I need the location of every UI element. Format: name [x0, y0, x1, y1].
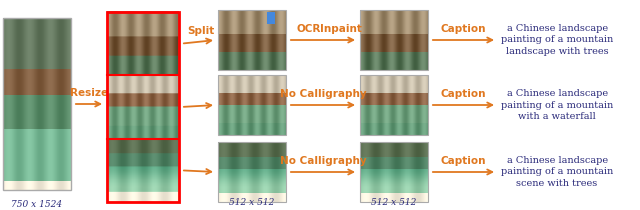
Bar: [107, 139, 179, 202]
Text: Split: Split: [187, 26, 214, 36]
Text: 512 x 512: 512 x 512: [371, 198, 417, 207]
Bar: [107, 12, 179, 75]
Text: Caption: Caption: [441, 89, 486, 99]
Text: Resize: Resize: [70, 88, 108, 98]
Bar: [3, 18, 71, 190]
Text: Caption: Caption: [441, 24, 486, 34]
Text: 750 x 1524: 750 x 1524: [12, 200, 63, 209]
Bar: [218, 75, 286, 135]
Text: Caption: Caption: [441, 156, 486, 166]
Text: OCR: OCR: [297, 24, 321, 34]
Text: a Chinese landscape
painting of a mountain
landscape with trees: a Chinese landscape painting of a mounta…: [501, 24, 613, 56]
Text: a Chinese landscape
painting of a mountain
with a waterfall: a Chinese landscape painting of a mounta…: [501, 89, 613, 121]
Bar: [218, 142, 286, 202]
Bar: [107, 75, 179, 139]
Text: 512 x 512: 512 x 512: [229, 198, 275, 207]
Text: a Chinese landscape
painting of a mountain
scene with trees: a Chinese landscape painting of a mounta…: [501, 156, 613, 188]
Bar: [267, 12, 275, 24]
Bar: [218, 10, 286, 70]
Bar: [107, 12, 179, 202]
Text: No Calligraphy: No Calligraphy: [280, 89, 366, 99]
Bar: [360, 75, 428, 135]
Bar: [360, 142, 428, 202]
Bar: [360, 10, 428, 70]
Text: No Calligraphy: No Calligraphy: [280, 156, 366, 166]
Text: Inpaint: Inpaint: [320, 24, 362, 34]
